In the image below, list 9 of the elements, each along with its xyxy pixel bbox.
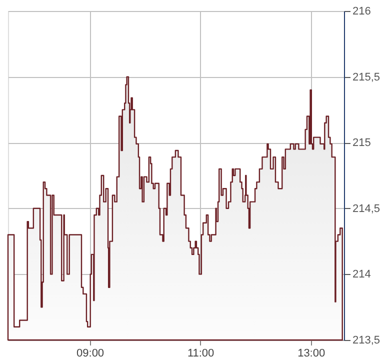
x-tick-label: 09:00 bbox=[76, 348, 104, 360]
y-tick-label: 213,5 bbox=[352, 334, 380, 346]
y-tick-label: 215 bbox=[352, 137, 371, 150]
x-tick-label: 13:00 bbox=[298, 348, 326, 360]
y-tick-label: 214 bbox=[352, 268, 371, 281]
y-tick-label: 214,5 bbox=[352, 202, 380, 215]
x-tick-label: 11:00 bbox=[187, 348, 214, 360]
y-tick-label: 216 bbox=[352, 6, 371, 18]
y-tick-label: 215,5 bbox=[352, 71, 380, 84]
